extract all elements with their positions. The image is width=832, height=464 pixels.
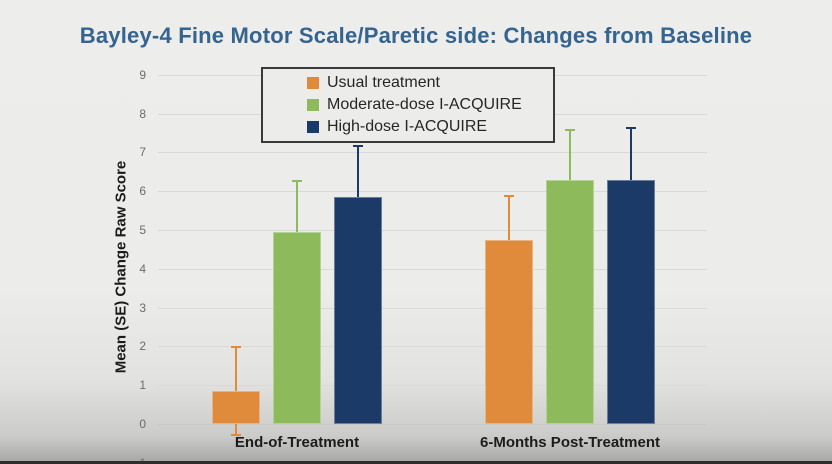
legend-label: High-dose I-ACQUIRE: [327, 118, 488, 135]
y-tick-label: 5: [139, 223, 146, 237]
y-tick-label: 0: [139, 417, 146, 431]
y-tick-label: 2: [139, 339, 146, 354]
gridline: [158, 191, 707, 193]
error-bar-cap: [353, 144, 363, 147]
legend-label: Usual treatment: [327, 74, 440, 91]
y-tick-label: 7: [139, 145, 146, 160]
y-tick-label: 1: [139, 378, 146, 393]
bar: [546, 179, 594, 424]
gridline: [158, 230, 707, 231]
legend-item: High-dose I-ACQUIRE: [307, 119, 553, 135]
gridline: [158, 385, 707, 387]
bar: [273, 231, 321, 424]
bar: [485, 239, 533, 424]
error-bar: [357, 144, 359, 250]
bar: [334, 197, 382, 424]
error-bar-cap: [231, 346, 241, 349]
y-tick-label: 8: [139, 106, 146, 121]
y-tick-label: 9: [139, 67, 146, 82]
gridline: [158, 346, 707, 348]
legend-swatch: [307, 121, 319, 133]
error-bar-cap: [565, 129, 575, 132]
gridline: [158, 307, 707, 309]
error-bar-cap: [626, 127, 636, 130]
y-tick-label: 3: [139, 300, 146, 315]
y-tick-label: 6: [139, 184, 146, 199]
error-bar: [235, 346, 237, 436]
error-bar-cap: [292, 179, 302, 182]
category-label: End-of-Treatment: [234, 434, 360, 451]
error-bar-cap: [504, 195, 514, 198]
legend-swatch: [307, 77, 319, 89]
gridline: [158, 268, 707, 270]
error-bar: [296, 179, 298, 285]
legend: Usual treatment Moderate-dose I-ACQUIRE Hi…: [261, 67, 555, 143]
bar: [212, 391, 260, 424]
legend-item: Moderate-dose I-ACQUIRE: [307, 97, 553, 113]
category-label: 6-Months Post-Treatment: [479, 434, 660, 451]
gridline: [158, 424, 707, 425]
chart-title: Bayley-4 Fine Motor Scale/Paretic side: …: [79, 23, 753, 48]
bottom-edge-strip: [0, 461, 832, 464]
error-bar-cap: [231, 433, 241, 436]
bar: [607, 179, 655, 424]
gridline: [158, 152, 707, 154]
y-tick-label: 4: [139, 261, 146, 276]
y-tick-label: -1: [135, 455, 146, 464]
legend-label: Moderate-dose I-ACQUIRE: [327, 96, 522, 113]
legend-item: Usual treatment: [307, 75, 553, 91]
legend-swatch: [307, 99, 319, 111]
